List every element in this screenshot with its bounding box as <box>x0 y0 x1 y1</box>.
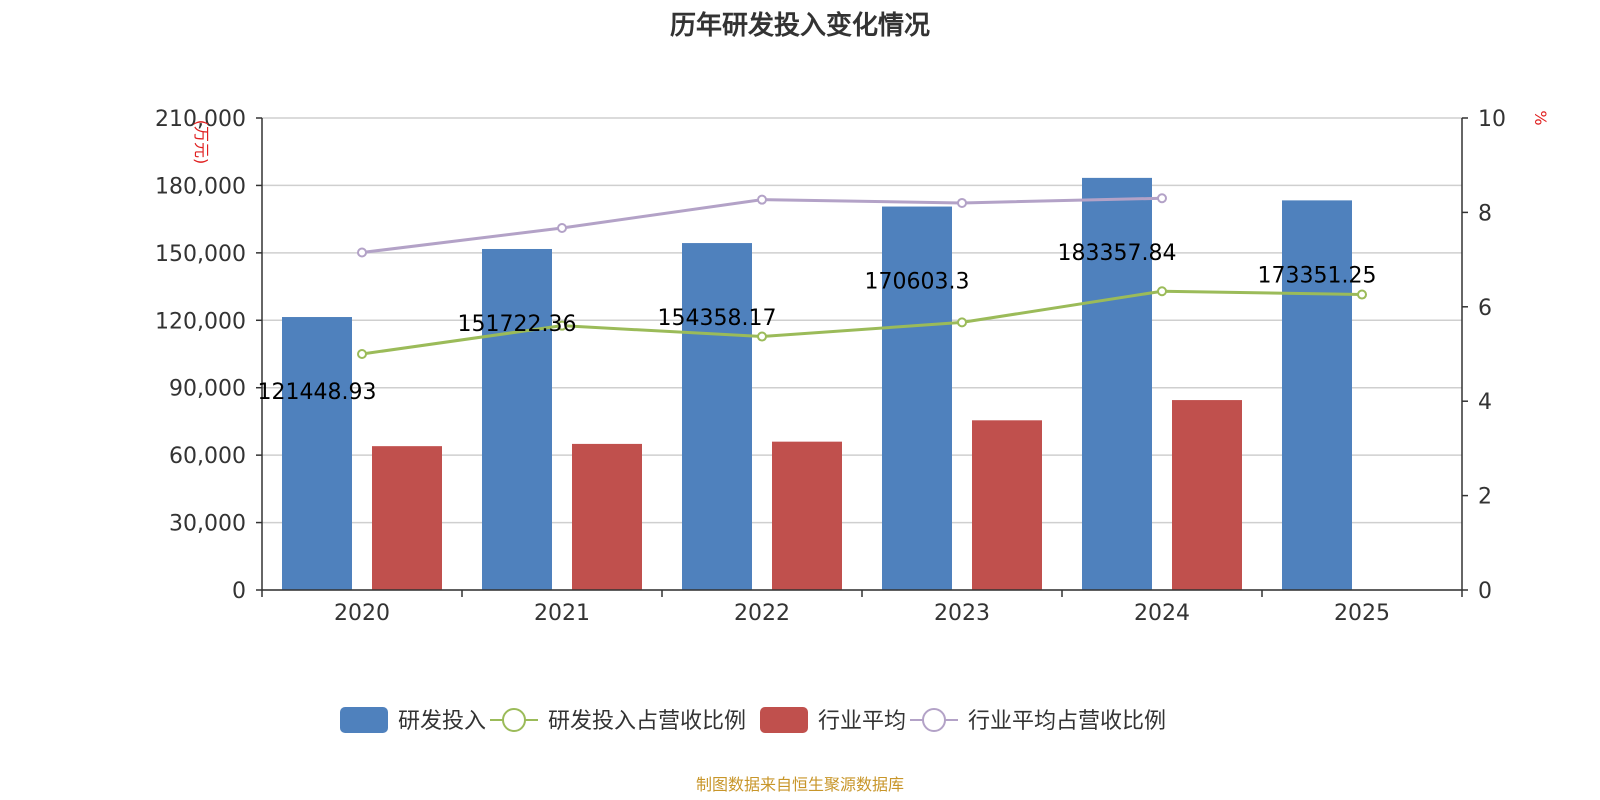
x-tick-label: 2021 <box>534 601 590 626</box>
legend-label: 行业平均 <box>818 709 906 734</box>
data-label: 121448.93 <box>258 380 377 405</box>
bar-industry-average <box>1172 400 1242 590</box>
bar-rd-investment <box>282 317 352 590</box>
y-left-tick-label: 60,000 <box>169 444 246 469</box>
data-label: 173351.25 <box>1258 263 1377 288</box>
y-right-tick-label: 2 <box>1478 485 1492 510</box>
line-point <box>357 349 367 359</box>
x-tick-label: 2020 <box>334 601 390 626</box>
line-point <box>557 320 567 331</box>
line-layer <box>357 193 1367 359</box>
y-left-tick-label: 210,000 <box>155 107 246 132</box>
data-label: 154358.17 <box>658 306 777 331</box>
x-tick-label: 2023 <box>934 601 990 626</box>
data-label: 170603.3 <box>865 270 970 295</box>
line-point <box>757 194 767 205</box>
line-point <box>357 247 367 258</box>
label-layer: 121448.93 151722.36 154358.17 170603.3 18335… <box>258 241 1377 405</box>
y-right-tick-label: 10 <box>1478 107 1506 132</box>
bar-rd-investment <box>482 248 552 590</box>
data-label: 183357.84 <box>1058 241 1177 266</box>
legend-swatch-marker <box>502 708 526 732</box>
y-left-tick-label: 180,000 <box>155 174 246 199</box>
bar-rd-investment <box>882 206 952 590</box>
y-left-tick-label: 0 <box>232 579 246 604</box>
x-tick-label: 2024 <box>1134 601 1190 626</box>
legend-label: 行业平均占营收比例 <box>968 709 1166 734</box>
y-right-tick-label: 4 <box>1478 390 1492 415</box>
legend-label: 研发投入 <box>398 709 486 734</box>
legend-swatch-bar <box>760 707 808 733</box>
line-point <box>757 331 767 342</box>
line-point <box>1157 286 1167 297</box>
bar-rd-investment <box>1282 200 1352 590</box>
series-line-1 <box>361 289 1363 356</box>
y-right-tick-label: 8 <box>1478 201 1492 226</box>
bar-layer <box>282 177 1352 591</box>
legend-swatch-bar <box>340 707 388 733</box>
y-left-tick-label: 120,000 <box>155 309 246 334</box>
bar-industry-average <box>772 441 842 590</box>
legend-label: 研发投入占营收比例 <box>548 709 746 734</box>
line-point <box>1357 289 1367 300</box>
bar-industry-average <box>372 446 442 590</box>
chart-title: 历年研发投入变化情况 <box>670 10 930 41</box>
line-point <box>957 317 967 328</box>
grid-layer <box>262 117 1462 591</box>
axis-layer: 0 30,000 60,000 90,000 120,000 150,000 180,000… <box>155 107 1550 626</box>
bar-industry-average <box>972 420 1042 590</box>
x-tick-label: 2022 <box>734 601 790 626</box>
y-right-tick-label: 0 <box>1478 579 1492 604</box>
series-line-3 <box>361 196 1163 255</box>
y-left-tick-label: 150,000 <box>155 242 246 267</box>
line-point <box>957 197 967 208</box>
bar-industry-average <box>572 443 642 590</box>
legend: 研发投入 研发投入占营收比例 行业平均 行业平均占营收比例 <box>340 707 1166 734</box>
y-left-tick-label: 30,000 <box>169 512 246 537</box>
bar-rd-investment <box>1082 177 1152 591</box>
y-left-unit-label: (万元) <box>192 120 211 165</box>
line-point <box>557 222 567 233</box>
y-left-tick-label: 90,000 <box>169 377 246 402</box>
bar-rd-investment <box>682 243 752 590</box>
y-right-tick-label: 6 <box>1478 296 1492 321</box>
legend-swatch-marker <box>922 708 946 732</box>
line-point <box>1157 193 1167 204</box>
y-right-unit-label: % <box>1531 110 1550 125</box>
data-label: 151722.36 <box>458 312 577 337</box>
source-note: 制图数据来自恒生聚源数据库 <box>696 775 904 794</box>
x-tick-label: 2025 <box>1334 601 1390 626</box>
